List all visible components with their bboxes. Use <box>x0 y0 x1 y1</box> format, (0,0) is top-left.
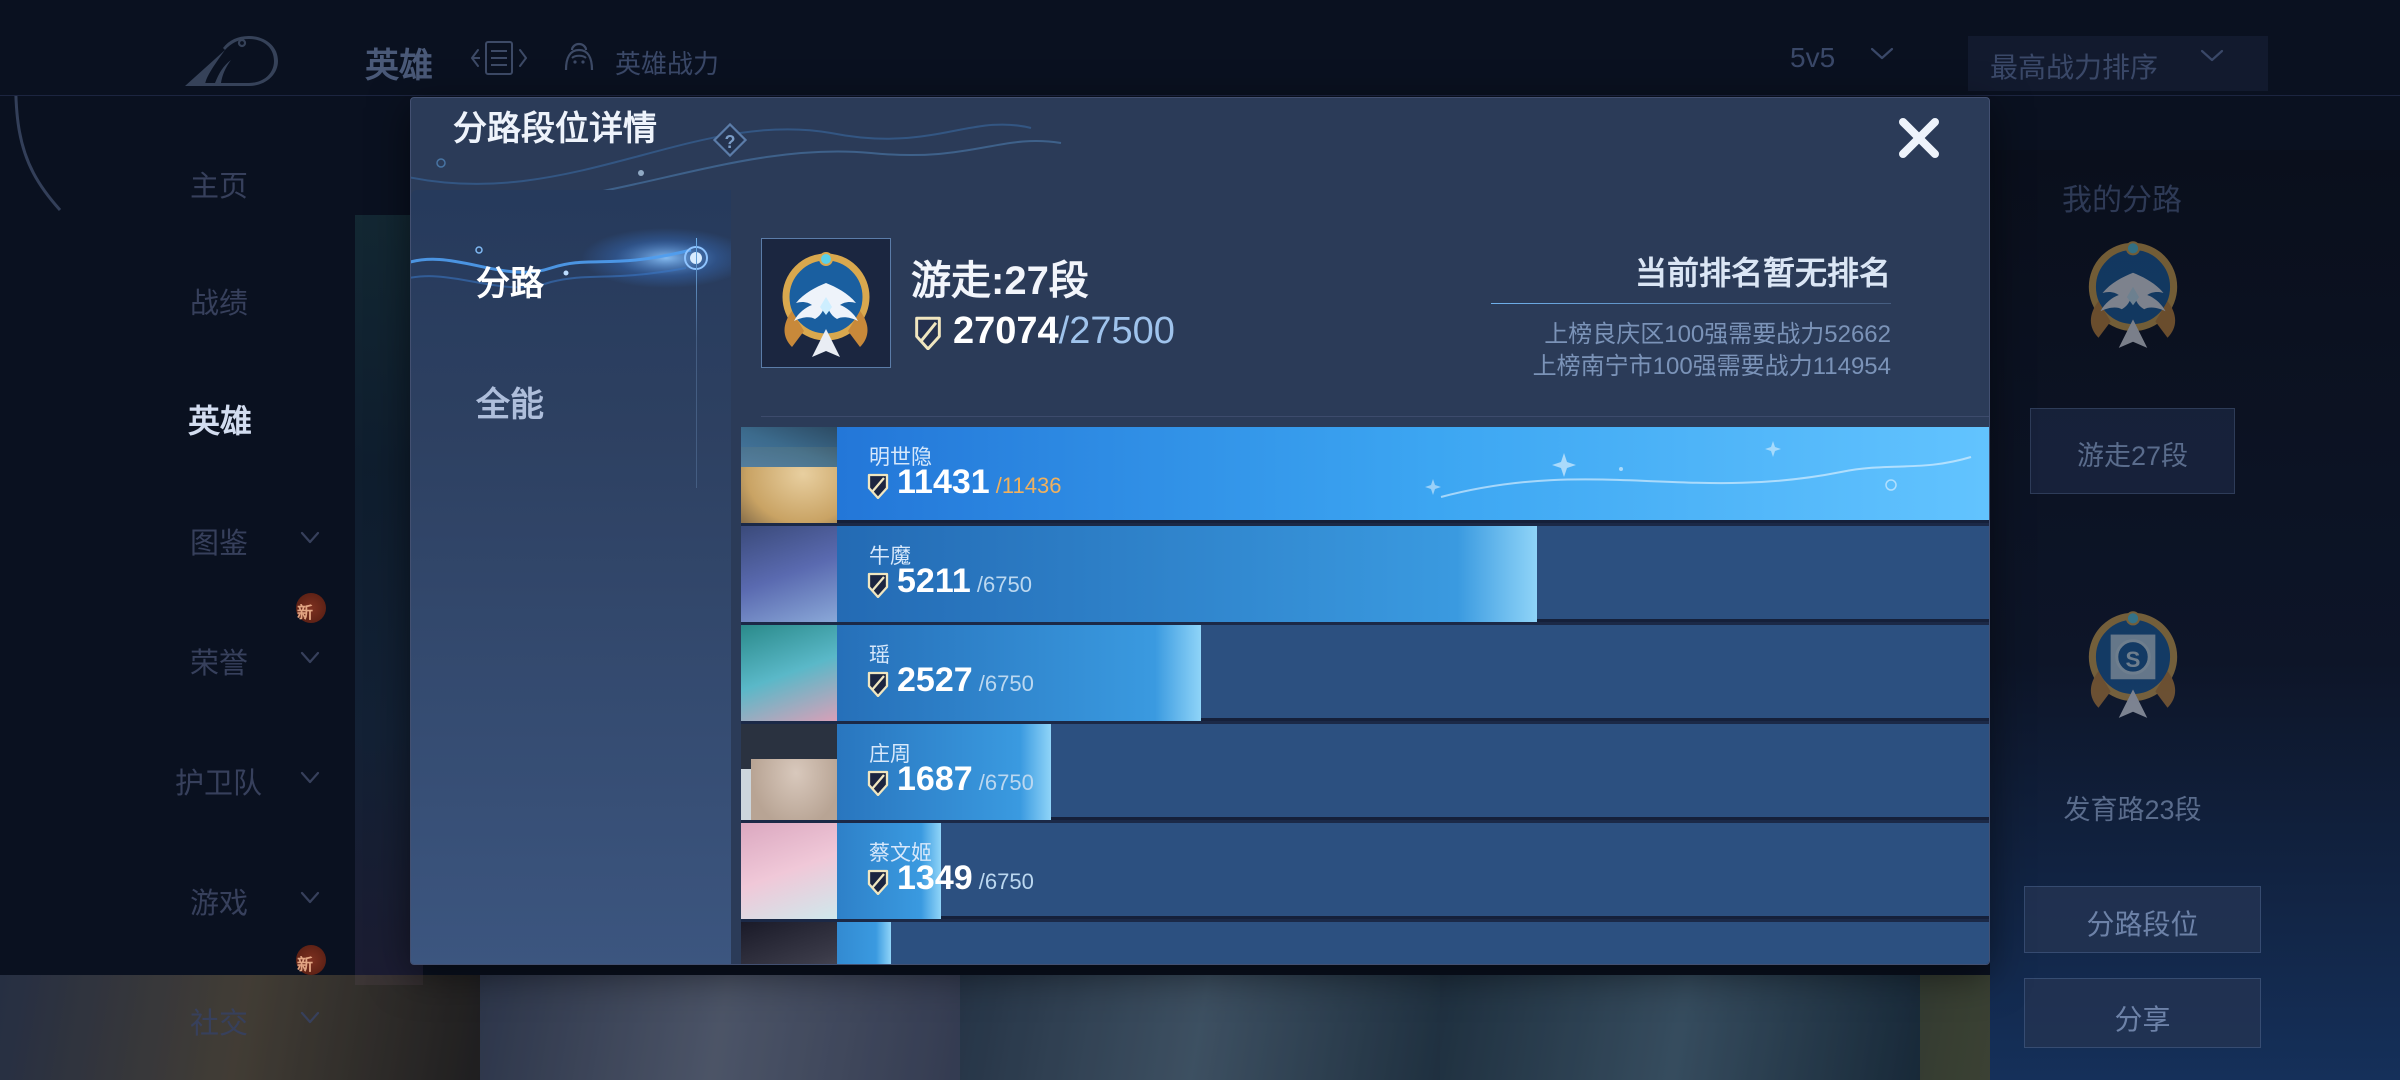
svg-text:?: ? <box>725 132 736 152</box>
svg-text:S: S <box>2126 647 2141 672</box>
